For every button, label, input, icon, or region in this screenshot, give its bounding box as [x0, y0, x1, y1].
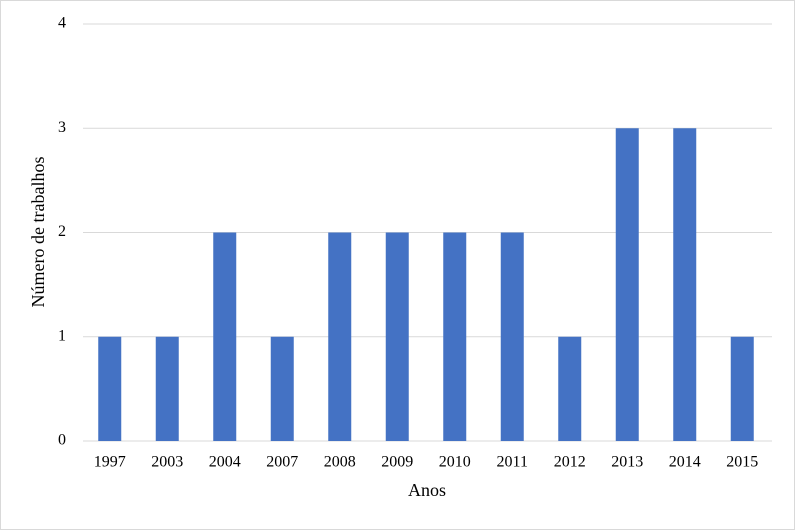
bar — [500, 232, 524, 441]
x-axis-title: Anos — [408, 480, 446, 500]
x-tick-label: 2011 — [497, 454, 528, 471]
bar — [98, 336, 122, 441]
x-tick-label: 2015 — [726, 454, 758, 471]
x-tick-label: 2014 — [669, 454, 701, 471]
x-tick-label: 2009 — [381, 454, 413, 471]
y-tick-label: 0 — [58, 432, 66, 449]
x-tick-label: 2013 — [611, 454, 643, 471]
bar — [155, 336, 179, 441]
bar — [615, 128, 639, 441]
y-tick-label: 3 — [58, 119, 66, 136]
y-tick-label: 2 — [58, 223, 66, 240]
bar — [443, 232, 467, 441]
x-tick-label: 2007 — [266, 454, 298, 471]
y-axis-title: Número de trabalhos — [28, 157, 48, 308]
bar — [270, 336, 294, 441]
bar — [385, 232, 409, 441]
x-tick-label: 2010 — [439, 454, 471, 471]
bar — [213, 232, 237, 441]
x-tick-label: 2003 — [151, 454, 183, 471]
x-tick-label: 2004 — [209, 454, 241, 471]
x-tick-label: 2008 — [324, 454, 356, 471]
y-tick-label: 4 — [58, 15, 66, 32]
y-tick-label: 1 — [58, 327, 66, 344]
bar — [673, 128, 697, 441]
bar — [328, 232, 352, 441]
x-tick-label: 1997 — [94, 454, 126, 471]
x-tick-label: 2012 — [554, 454, 586, 471]
bar — [558, 336, 582, 441]
bar — [730, 336, 754, 441]
